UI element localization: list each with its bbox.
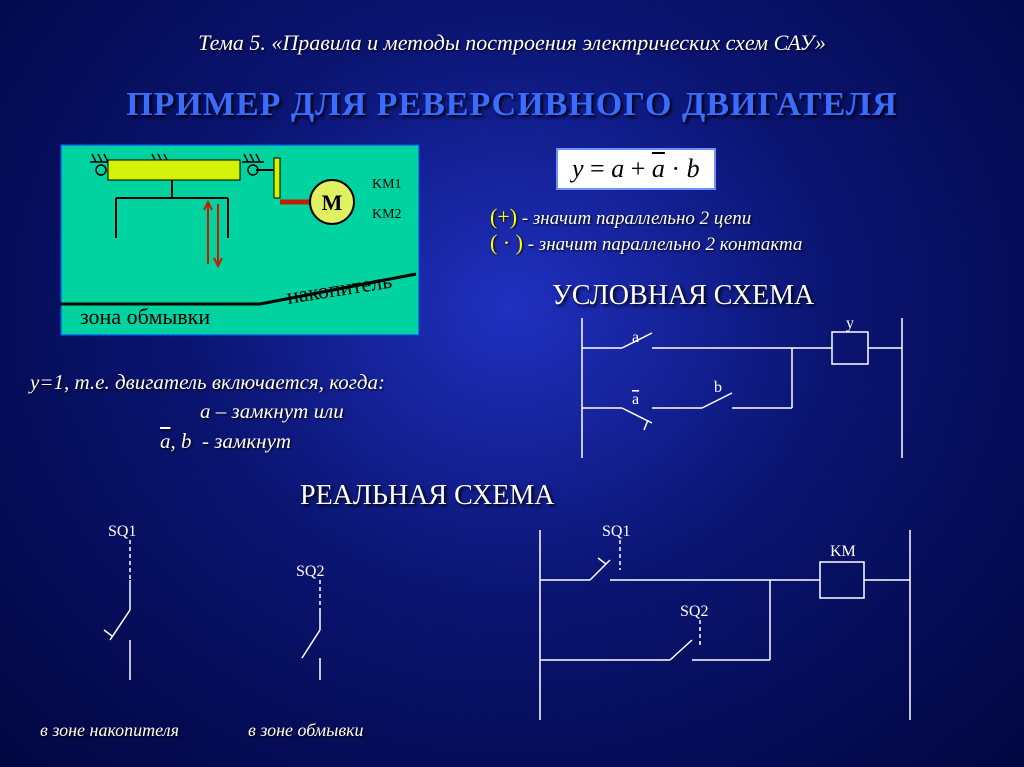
page-title: ПРИМЕР ДЛЯ РЕВЕРСИВНОГО ДВИГАТЕЛЯ [0,86,1024,124]
svg-text:a: a [632,329,639,346]
mechanical-diagram: M KM1 KM2 зона обмывки накопитель [60,144,420,336]
svg-text:a: a [632,391,639,408]
condition-text: y=1, т.е. двигатель включается, когда: a… [30,368,385,456]
formula-box: y = a + a · b [556,148,716,190]
svg-text:SQ1: SQ1 [602,523,630,540]
conditional-schema: a y a b [552,308,932,468]
explain-dot: ( · ) - значит параллельно 2 контакта [490,230,802,256]
svg-text:b: b [714,379,722,396]
svg-text:SQ2: SQ2 [296,563,324,580]
svg-text:KM2: KM2 [372,207,402,222]
topic-line: Тема 5. «Правила и методы построения эле… [0,30,1024,56]
svg-text:SQ2: SQ2 [680,603,708,620]
real-schema: SQ1 SQ2 SQ1 SQ2 KM [50,520,950,750]
svg-text:KM: KM [830,543,856,560]
real-header: РЕАЛЬНАЯ СХЕМА [300,480,554,512]
zone-store-label: в зоне накопителя [40,720,179,741]
svg-text:KM1: KM1 [372,177,402,192]
zone-wash-label: в зоне обмывки [248,720,364,741]
explain-plus: (+) - значит параллельно 2 цепи [490,204,751,230]
svg-text:SQ1: SQ1 [108,523,136,540]
svg-text:M: M [322,190,343,215]
svg-text:y: y [846,315,854,332]
svg-text:зона обмывки: зона обмывки [80,304,210,329]
